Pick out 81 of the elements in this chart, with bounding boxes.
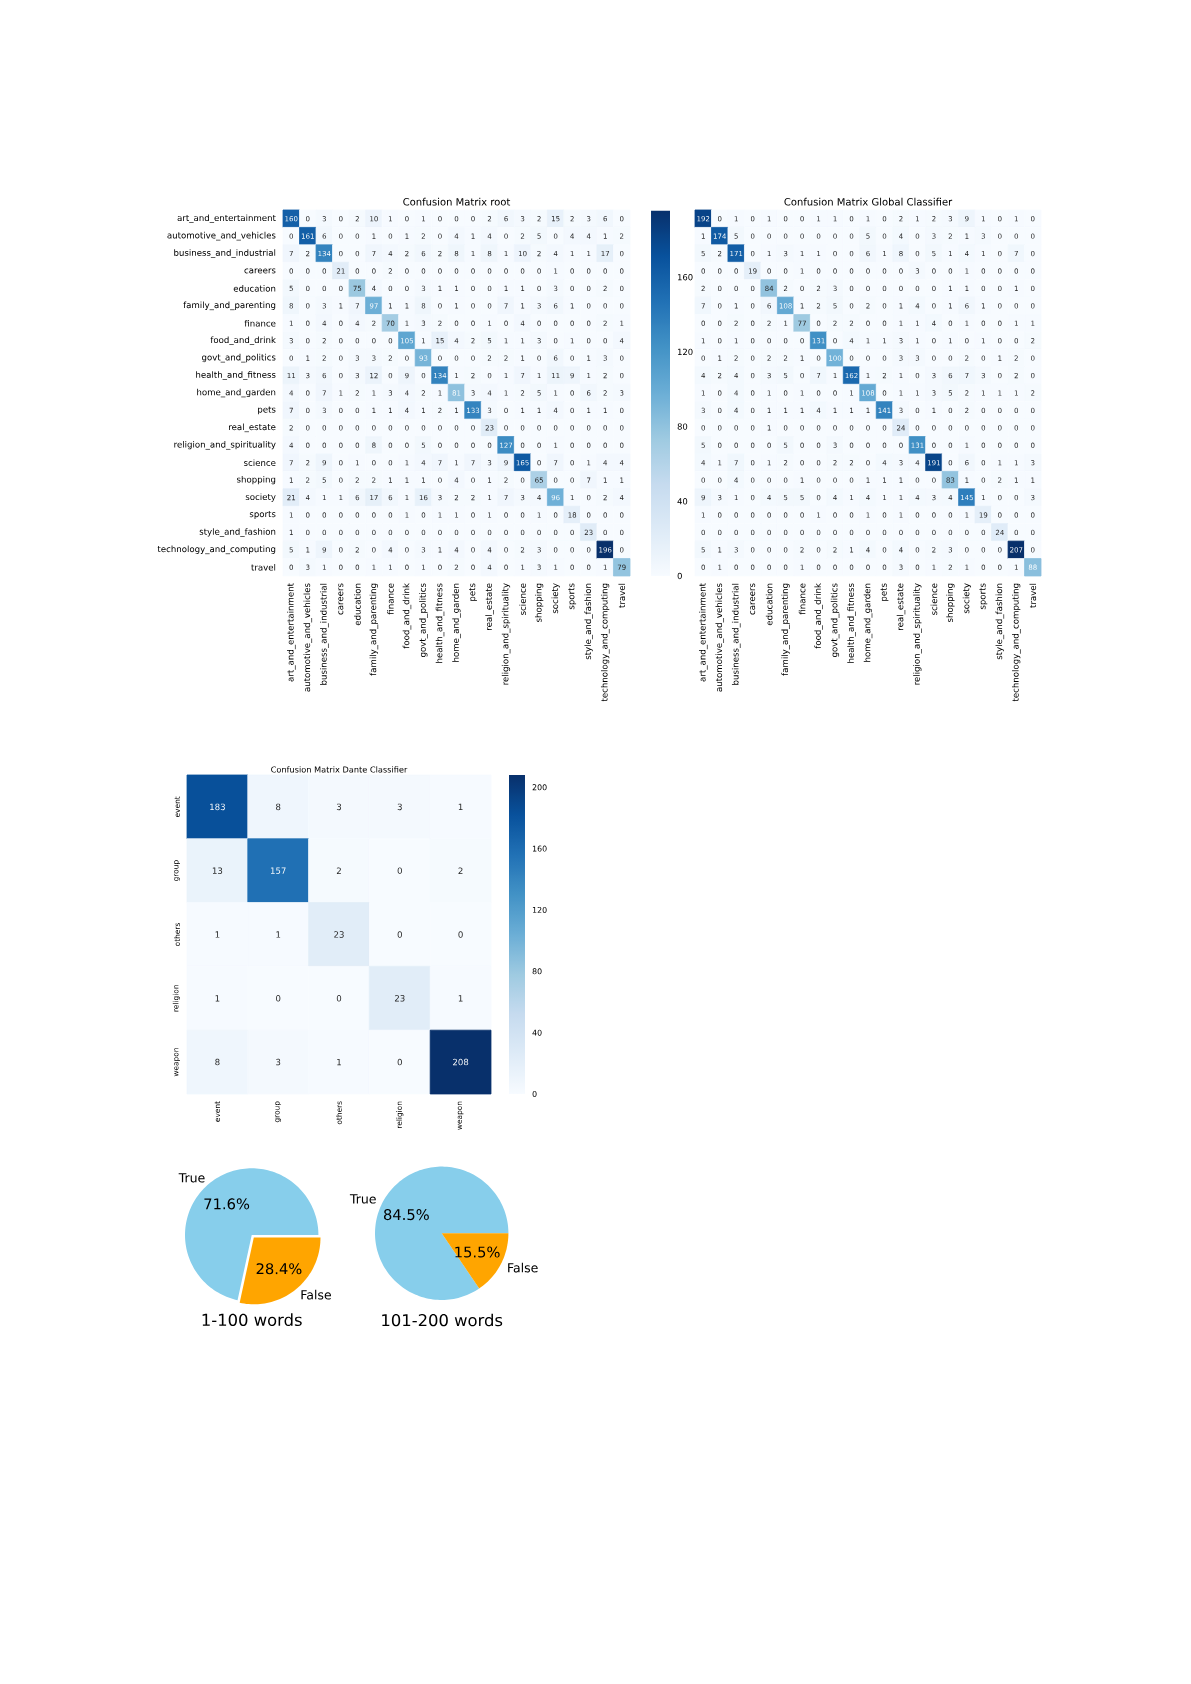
chart-title: Confusion Matrix root xyxy=(403,197,511,206)
x-tick-label: science xyxy=(519,583,526,615)
x-tick-label: govt_and_politics xyxy=(419,583,428,658)
color-bar-label: 160 xyxy=(677,274,693,281)
color-bar-label: 0 xyxy=(677,572,682,580)
color-bar-label: 120 xyxy=(677,348,693,356)
data-label: 0 xyxy=(397,931,402,938)
y-tick-label: society xyxy=(245,493,276,502)
y-tick-label: art_and_entertainment xyxy=(177,214,276,223)
data-label: 0 xyxy=(336,995,342,1002)
data-label: 0 xyxy=(397,1058,402,1066)
data-label: 157 xyxy=(270,867,286,874)
data-label: 1 xyxy=(458,803,463,811)
y-tick-label: food_and_drink xyxy=(210,336,276,345)
text: 101-200 words xyxy=(382,1313,503,1327)
y-tick-label: science xyxy=(244,459,276,467)
data-label: 23 xyxy=(394,995,405,1002)
x-tick-label: health_and_fitness xyxy=(435,583,445,663)
y-tick-label: careers xyxy=(244,268,276,274)
y-tick-label: technology_and_computing xyxy=(157,545,276,555)
y-tick-label: religion_and_spirituality xyxy=(174,441,276,450)
x-tick-label: sports xyxy=(568,583,577,610)
chart-title: Confusion Matrix Dante Classifier xyxy=(271,766,408,773)
data-label: 1 xyxy=(337,1058,341,1066)
data-label: 15.5% xyxy=(455,1246,500,1258)
y-tick-label: business_and_industrial xyxy=(174,249,276,258)
x-tick-label: finance xyxy=(387,583,394,615)
slice-label: False xyxy=(508,1262,538,1273)
data-label: 8 xyxy=(215,1058,220,1066)
slice-label: False xyxy=(301,1289,331,1300)
data-label: 1 xyxy=(458,995,463,1002)
data-label: 8 xyxy=(276,803,281,811)
data-label: 1 xyxy=(215,995,220,1002)
y-tick-label: travel xyxy=(251,563,276,571)
data-label: 71.6% xyxy=(204,1198,250,1210)
data-label: 2 xyxy=(458,867,463,874)
x-tick-label: society xyxy=(551,583,560,614)
y-tick-label: family_and_parenting xyxy=(183,301,276,311)
data-label: 28.4% xyxy=(256,1263,302,1275)
data-label: 23 xyxy=(334,931,344,938)
data-label: 1 xyxy=(276,931,281,938)
y-tick-label: automotive_and_vehicles xyxy=(167,231,276,241)
x-tick-label: family_and_parenting xyxy=(369,583,379,676)
x-tick-label: technology_and_computing xyxy=(600,583,610,702)
x-tick-label: religion_and_spirituality xyxy=(501,583,511,685)
y-tick-label: real_estate xyxy=(229,423,276,433)
x-tick-label: travel xyxy=(618,583,626,608)
data-label: 13 xyxy=(212,867,223,874)
data-label: 0 xyxy=(458,931,463,938)
x-tick-label: shopping xyxy=(534,583,544,622)
color-bar-label: 80 xyxy=(677,423,688,430)
y-tick-label: govt_and_politics xyxy=(201,353,276,363)
data-label: 1 xyxy=(215,931,220,938)
y-tick-label: pets xyxy=(258,406,276,415)
data-label: 3 xyxy=(397,803,402,811)
y-tick-label: sports xyxy=(249,511,276,519)
text: 1-100 words xyxy=(202,1313,302,1327)
x-tick-label: style_and_fashion xyxy=(584,583,593,660)
color-bar-label: 40 xyxy=(677,498,688,505)
x-tick-label: home_and_garden xyxy=(452,583,461,662)
x-tick-label: real_estate xyxy=(485,583,494,630)
data-label: 208 xyxy=(453,1058,469,1066)
y-tick-label: style_and_fashion xyxy=(199,528,276,537)
data-label: 3 xyxy=(336,803,342,811)
y-tick-label: home_and_garden xyxy=(197,388,276,398)
y-tick-label: education xyxy=(233,285,276,292)
data-label: 183 xyxy=(210,803,225,811)
slice-label: True xyxy=(349,1194,376,1204)
x-tick-label: education xyxy=(354,583,361,626)
y-tick-label: shopping xyxy=(237,475,276,485)
data-label: 2 xyxy=(336,867,341,874)
data-label: 3 xyxy=(276,1058,281,1066)
data-label: 0 xyxy=(276,995,281,1002)
x-tick-label: pets xyxy=(469,583,477,601)
x-tick-label: careers xyxy=(338,583,344,615)
x-tick-label: food_and_drink xyxy=(402,583,412,649)
slice-label: True xyxy=(178,1173,205,1183)
data-label: 84.5% xyxy=(383,1209,429,1221)
y-tick-label: health_and_fitness xyxy=(196,371,276,380)
data-label: 0 xyxy=(397,867,402,874)
y-tick-label: finance xyxy=(244,319,276,327)
